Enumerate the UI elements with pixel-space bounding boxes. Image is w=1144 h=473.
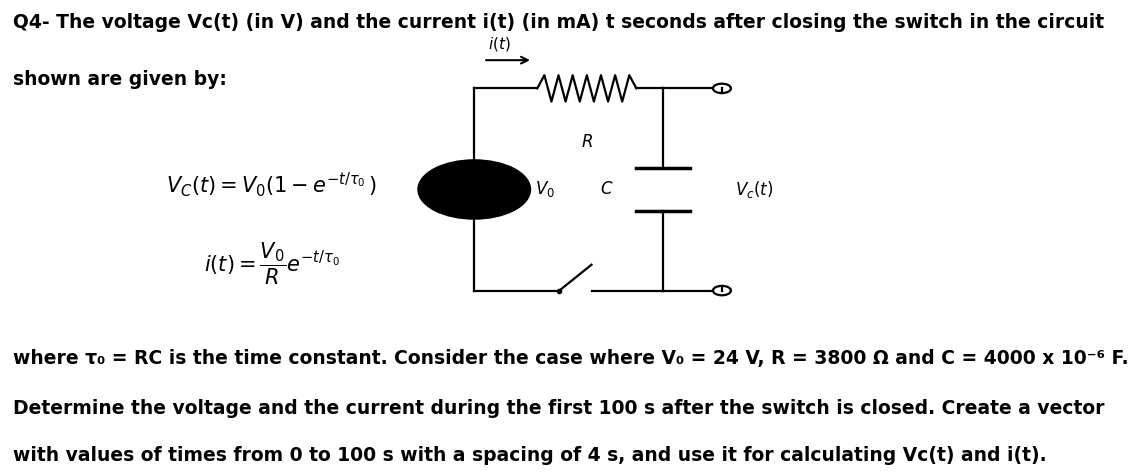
Text: Q4- The voltage Vc(t) (in V) and the current i(t) (in mA) t seconds after closin: Q4- The voltage Vc(t) (in V) and the cur…: [13, 13, 1104, 32]
Text: Determine the voltage and the current during the first 100 s after the switch is: Determine the voltage and the current du…: [13, 399, 1105, 418]
Text: +: +: [468, 171, 480, 186]
Text: $V_C(t) = V_0(1 - e^{-t/\tau_0}\,)$: $V_C(t) = V_0(1 - e^{-t/\tau_0}\,)$: [166, 171, 378, 200]
Text: $C$: $C$: [601, 181, 614, 199]
Text: $i(t)$: $i(t)$: [487, 35, 510, 53]
Text: $V_c(t)$: $V_c(t)$: [736, 179, 773, 200]
Text: shown are given by:: shown are given by:: [13, 70, 227, 88]
Text: $i(t) = \dfrac{V_0}{R}e^{-t/\tau_0}$: $i(t) = \dfrac{V_0}{R}e^{-t/\tau_0}$: [204, 241, 340, 287]
Text: with values of times from 0 to 100 s with a spacing of 4 s, and use it for calcu: with values of times from 0 to 100 s wit…: [13, 446, 1047, 465]
Text: −: −: [468, 193, 480, 208]
Text: $V_0$: $V_0$: [534, 179, 555, 200]
Text: $R$: $R$: [581, 133, 593, 151]
Circle shape: [419, 160, 530, 219]
Text: where τ₀ = RC is the time constant. Consider the case where V₀ = 24 V, R = 3800 : where τ₀ = RC is the time constant. Cons…: [13, 350, 1129, 368]
